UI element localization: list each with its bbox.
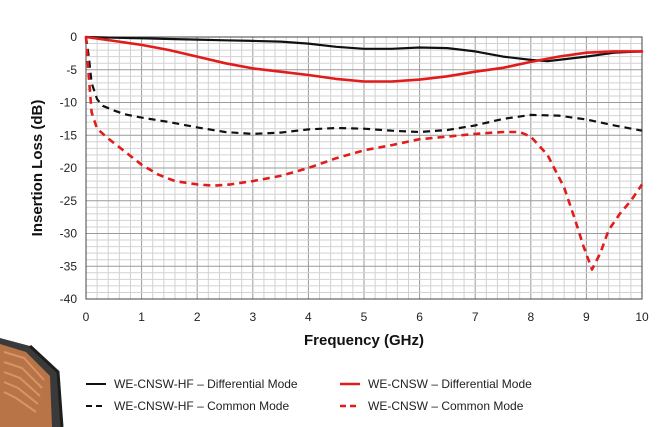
x-tick-label: 3 (249, 310, 256, 324)
legend-label-cnsw-common: WE-CNSW – Common Mode (368, 399, 524, 413)
series-line-we-cnsw-hf-differential-mode (84, 35, 644, 63)
series-lines (84, 35, 644, 271)
x-tick-label: 2 (194, 310, 201, 324)
y-axis-title: Insertion Loss (dB) (29, 100, 46, 237)
series-line-we-cnsw-common-mode (84, 36, 644, 271)
y-axis-ticks: 0 -5 -10 -15 -20 -25 -30 -35 -40 (60, 30, 78, 306)
legend-label-hf-common: WE-CNSW-HF – Common Mode (114, 399, 289, 413)
x-axis-ticks: 0 1 2 3 4 5 6 7 8 9 10 (83, 310, 649, 324)
inductor-component-image (0, 338, 64, 427)
chart-grid (86, 37, 642, 299)
plot-area-frame (85, 36, 643, 300)
x-tick-label: 5 (361, 310, 368, 324)
y-tick-label: -15 (60, 128, 78, 142)
x-axis-title: Frequency (GHz) (304, 332, 424, 349)
y-tick-label: -35 (60, 259, 78, 273)
x-tick-label: 0 (83, 310, 90, 324)
y-tick-label: -40 (60, 292, 78, 306)
x-tick-label: 9 (583, 310, 590, 324)
y-tick-label: -25 (60, 194, 78, 208)
y-tick-label: -20 (60, 161, 78, 175)
x-tick-label: 8 (527, 310, 534, 324)
series-line-we-cnsw-differential-mode (84, 35, 644, 83)
y-tick-label: -5 (66, 63, 77, 77)
x-tick-label: 1 (138, 310, 145, 324)
x-tick-label: 6 (416, 310, 423, 324)
x-tick-label: 4 (305, 310, 312, 324)
series-line-we-cnsw-hf-common-mode (84, 36, 643, 135)
x-tick-label: 10 (635, 310, 649, 324)
legend-label-cnsw-differential: WE-CNSW – Differential Mode (368, 377, 532, 391)
y-tick-label: -10 (60, 96, 78, 110)
legend: WE-CNSW-HF – Differential Mode WE-CNSW –… (86, 377, 532, 413)
legend-label-hf-differential: WE-CNSW-HF – Differential Mode (114, 377, 298, 391)
x-tick-label: 7 (472, 310, 479, 324)
y-tick-label: -30 (60, 227, 78, 241)
y-tick-label: 0 (70, 30, 77, 44)
